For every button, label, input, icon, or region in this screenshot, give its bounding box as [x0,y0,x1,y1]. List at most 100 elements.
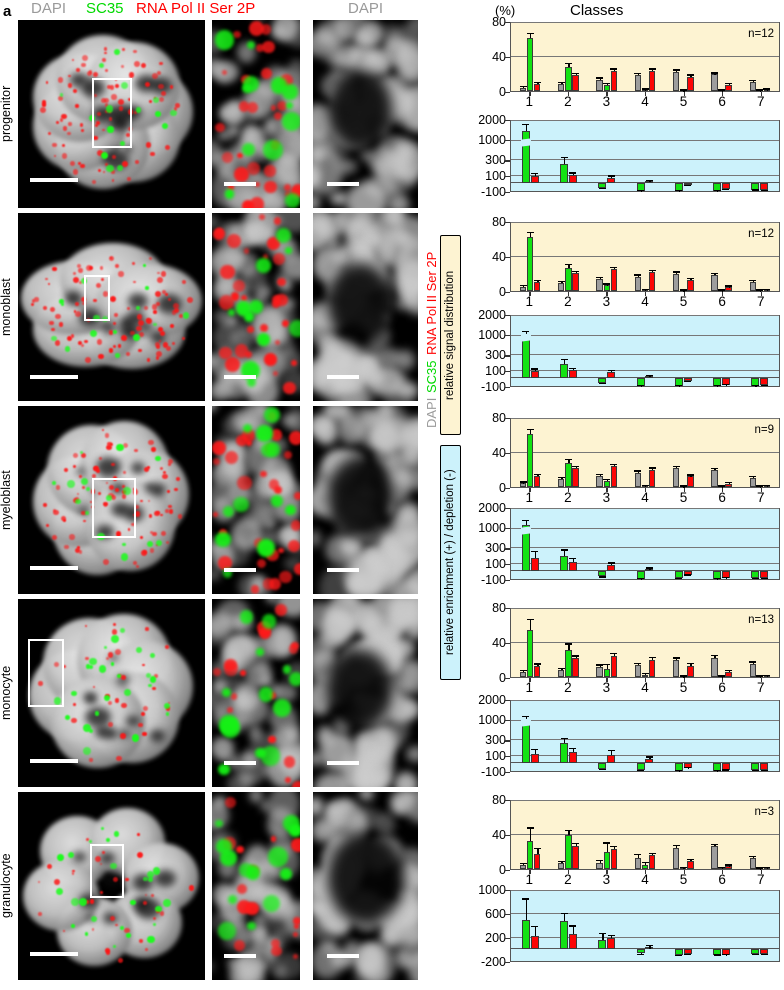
bar-dapi-class4 [634,276,642,291]
bar-pol-class2 [568,370,577,379]
pol2-speckle [81,62,86,68]
nucleus-dark-region [126,715,140,727]
micrograph-zoom-dapi-monocyte[interactable] [313,599,418,787]
error-bar-cap [531,926,539,928]
pol2-speckle [254,181,261,187]
roi-box[interactable] [92,78,132,148]
error-bar [523,86,525,88]
pol2-speckle [142,901,147,906]
pol2-speckle [108,484,114,490]
pol2-speckle [173,107,178,111]
micrograph-zoom-merge-myeloblast[interactable] [212,406,300,594]
micrograph-overview-granulocyte[interactable] [18,792,205,980]
pol2-speckle [45,524,50,528]
sc35-speckle [67,479,75,488]
chromatin-texture [395,238,418,291]
bar-dapi-class3 [596,475,603,487]
bar-pol-class5 [687,665,694,677]
chromatin-texture [266,599,277,603]
chromatin-texture [280,414,298,427]
error-bar [561,862,563,864]
bar-sc35-class1 [526,37,534,91]
sample-size-label: n=12 [748,28,774,40]
roi-box[interactable] [90,844,124,898]
bar-sc35-class2 [560,164,569,184]
pol2-speckle [72,88,78,94]
chromatin-texture [322,607,356,642]
pol2-speckle [274,339,281,346]
pol2-speckle [125,351,131,357]
micrograph-overview-monoblast[interactable] [18,213,205,401]
pol2-speckle [102,170,105,173]
error-bar-cap [641,673,649,675]
pol2-speckle [162,290,167,295]
y-tick-label: 1000 [478,712,506,727]
nucleus-dark-region [101,323,115,334]
micrograph-overview-myeloblast[interactable] [18,406,205,594]
pol2-speckle [151,73,158,79]
sc35-speckle [163,703,170,710]
micrograph-zoom-dapi-progenitor[interactable] [313,20,418,208]
pol2-speckle [284,756,296,768]
pol2-speckle [291,641,299,650]
bar-pol-class2 [568,751,577,764]
pol2-speckle [249,197,265,208]
pol2-speckle [82,486,86,490]
pol2-speckle [262,577,275,590]
chromatin-texture [368,233,382,246]
bar-sc35-class1 [526,630,534,677]
nucleus-dark-region [144,483,156,492]
pol2-speckle [136,325,142,332]
roi-box[interactable] [92,478,136,538]
error-bar-cap [607,175,615,177]
pol2-speckle [71,717,77,724]
micrograph-zoom-merge-progenitor[interactable] [212,20,300,208]
nucleus-dark-region [101,870,123,888]
pol2-speckle [278,547,285,554]
nucleus-dark-region [65,291,83,305]
x-tick-label-3: 3 [602,490,611,505]
pol2-speckle [117,344,122,348]
error-bar [599,665,601,667]
error-bar-cap [596,77,604,79]
error-bar-cap [557,280,565,282]
pol2-speckle [130,330,135,335]
error-bar [652,658,654,660]
bar-pol-class6 [725,672,732,677]
micrograph-zoom-dapi-granulocyte[interactable] [313,792,418,980]
error-bar-cap [684,574,692,576]
pol2-speckle [133,50,137,54]
pol2-speckle [97,149,104,156]
pol2-speckle [241,200,254,208]
micrograph-zoom-merge-granulocyte[interactable] [212,792,300,980]
roi-box[interactable] [84,275,110,321]
pol2-speckle [178,313,183,318]
micrograph-overview-progenitor[interactable] [18,20,205,208]
pol2-speckle [96,339,103,345]
micrograph-zoom-dapi-myeloblast[interactable] [313,406,418,594]
sc35-speckle [89,657,97,666]
pol2-speckle [152,531,158,537]
sc35-speckle [80,277,87,284]
micrograph-zoom-merge-monocyte[interactable] [212,599,300,787]
chromatin-texture [284,727,298,740]
error-bar-cap [634,470,642,472]
roi-box[interactable] [28,639,64,707]
pol2-speckle [290,520,300,531]
micrograph-zoom-dapi-monoblast[interactable] [313,213,418,401]
error-bar-cap [684,767,692,769]
error-bar [572,926,575,934]
sc35-speckle [106,164,115,173]
pol2-speckle [116,755,123,762]
pol2-speckle [133,110,137,114]
y-tick-label: -100 [480,379,506,394]
chromatin-texture [323,941,336,953]
chart-monoblast-enrichment: -100 100 300 1000 2000 [464,309,782,393]
sc35-speckle [67,851,74,858]
pol2-speckle [175,476,181,482]
sc35-speckle [265,442,281,457]
micrograph-zoom-merge-monoblast[interactable] [212,213,300,401]
dapi-low-density-region [327,456,393,536]
pol2-speckle [128,98,132,102]
micrograph-overview-monocyte[interactable] [18,599,205,787]
